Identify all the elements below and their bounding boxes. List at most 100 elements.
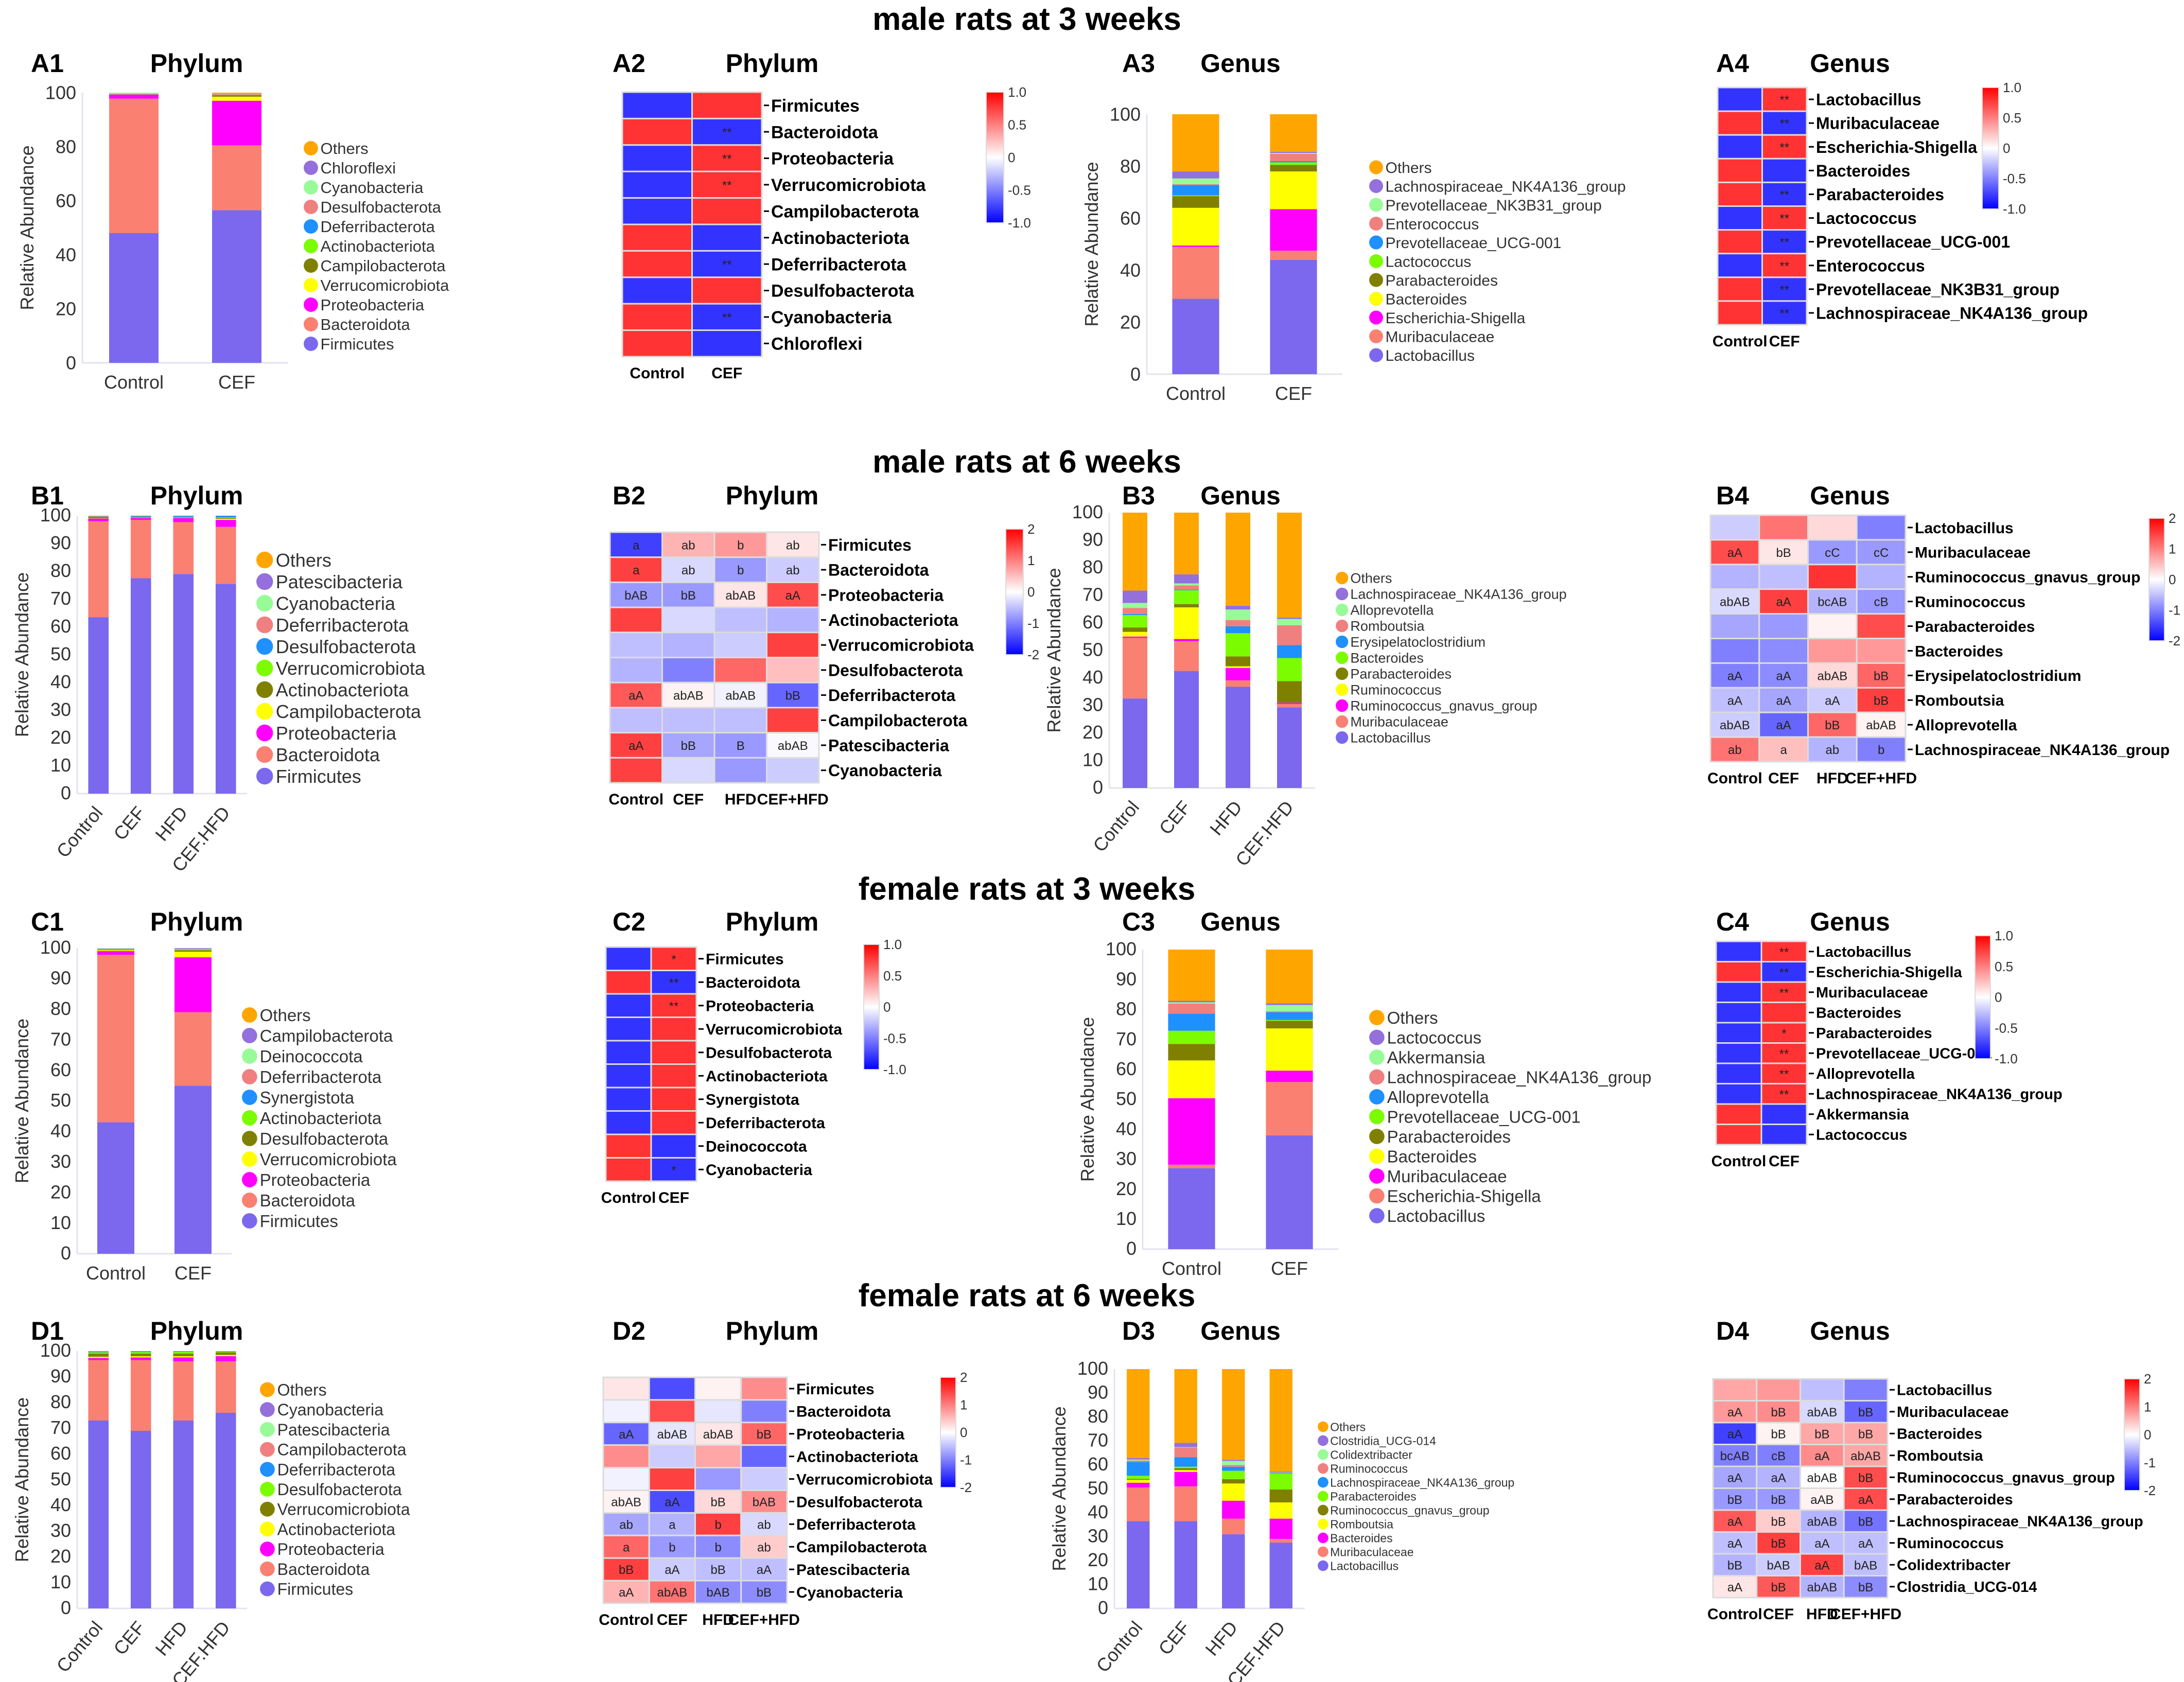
heatmap-cell — [1761, 300, 1808, 326]
heatmap-cell — [1807, 687, 1858, 713]
heatmap-cell — [1715, 961, 1762, 983]
legend-item: Campilobacterota — [260, 1441, 407, 1459]
heatmap-row-label: Deferribacterota — [828, 686, 955, 705]
heatmap-cell — [766, 657, 820, 684]
row-title-male-3-weeks: male rats at 3 weeks — [872, 2, 1181, 37]
colorbar-tick-label: -2 — [960, 1480, 972, 1495]
bar-segment-desulfobacterota — [173, 516, 194, 517]
heatmap-row-label: Ruminococcus — [1897, 1535, 2004, 1552]
y-tick-label: 40 — [50, 671, 71, 692]
legend-label: Chloroflexi — [321, 159, 396, 177]
heatmap-cell — [1758, 514, 1809, 541]
colorbar-tick-label: 1 — [2169, 541, 2176, 557]
bar-segment-bacteroides — [1174, 1471, 1197, 1486]
colorbar-tick-label: 1.0 — [2003, 80, 2021, 95]
legend-label: Others — [1330, 1420, 1366, 1433]
bar-segment-romboutsia — [1174, 585, 1199, 590]
legend-swatch — [242, 1172, 257, 1187]
legend-label: Proteobacteria — [321, 296, 425, 314]
legend-swatch — [304, 180, 318, 195]
legend-item: Bacteroides — [1318, 1531, 1393, 1545]
heatmap-cell — [1717, 300, 1763, 326]
heatmap-row-label: Parabacteroides — [1915, 618, 2035, 635]
heatmap-cell — [766, 732, 820, 759]
heatmap-cell — [694, 1512, 742, 1536]
bar-segment-muribaculaceae — [1127, 1487, 1150, 1521]
significance-mark: bB — [1874, 669, 1889, 683]
bar-segment-others — [1269, 1369, 1292, 1472]
heatmap-cell — [661, 707, 715, 734]
heatmap-cell — [1856, 638, 1907, 664]
colorbar-tick-label: 0 — [2144, 1427, 2151, 1443]
legend-label: Parabacteroides — [1350, 667, 1452, 682]
y-tick-label: 0 — [61, 1242, 71, 1264]
y-tick-label: 40 — [50, 1120, 71, 1142]
bar-segment-parabacteroides — [1174, 604, 1199, 608]
significance-mark: a — [1780, 743, 1787, 757]
panel-a3: A3 Genus 0 20 40 60 80 100 Relative Abundance Con… — [1081, 49, 1626, 404]
y-tick-label: 90 — [1116, 968, 1137, 989]
legend-label: Parabacteroides — [1386, 272, 1498, 289]
legend-item: Bacteroidota — [256, 744, 380, 765]
heatmap-cell — [1715, 1022, 1762, 1044]
legend-label: Lactobacillus — [1386, 347, 1475, 364]
bar-segment-proteobacteria — [212, 100, 261, 146]
heatmap-column-label: CEF — [1769, 1153, 1799, 1170]
legend-item: Others — [260, 1381, 327, 1399]
legend-label: Deinococcota — [260, 1047, 363, 1066]
heatmap-cell — [605, 1017, 652, 1042]
heatmap-cell — [1799, 1400, 1845, 1424]
legend-item: Firmicutes — [260, 1580, 353, 1599]
legend-swatch — [256, 616, 273, 634]
bar-segment-bacteroidota — [173, 522, 194, 574]
heatmap-cell — [1715, 1062, 1762, 1084]
y-tick-label: 100 — [1077, 1358, 1108, 1379]
bar-segment-firmicutes — [88, 617, 109, 794]
legend-item: Romboutsia — [1336, 619, 1425, 634]
y-tick-label: 30 — [50, 699, 71, 720]
y-tick-label: 60 — [1082, 611, 1103, 633]
heatmap-row-label: Patescibacteria — [828, 736, 949, 755]
bar-segment-ruminococcus — [1127, 1460, 1150, 1462]
legend-item: Synergistota — [242, 1088, 355, 1107]
bar-segment-muribaculaceae — [1168, 1098, 1215, 1165]
x-tick-label: CEF — [218, 372, 255, 393]
colorbar-tick-label: -1 — [2144, 1455, 2156, 1470]
heatmap-cell — [1756, 1487, 1801, 1511]
y-tick-label: 20 — [1116, 1178, 1137, 1199]
bar-segment-others — [1174, 513, 1199, 574]
panel-label: D4 — [1716, 1317, 1749, 1345]
significance-mark: bB — [1776, 546, 1791, 560]
bar-segment-actinobacteriota — [97, 949, 134, 950]
bar-segment-firmicutes — [215, 1413, 236, 1608]
heatmap-row-label: Lachnospiraceae_NK4A136_group — [1816, 304, 2088, 322]
significance-mark: ** — [1779, 212, 1789, 226]
heatmap-cell — [609, 657, 663, 684]
y-tick-label: 70 — [50, 1417, 71, 1438]
heatmap-cell — [694, 1444, 742, 1469]
significance-mark: b — [669, 1540, 675, 1554]
bar-segment-verrucomicrobiota — [174, 952, 212, 957]
bar-segment-prevotellaceae-ucg-001 — [1270, 161, 1317, 163]
bar-segment-bacteroides — [1277, 658, 1302, 681]
bar-segment-campilobacterota — [215, 518, 236, 520]
legend-item: Bacteroidota — [242, 1191, 356, 1210]
bar-segment-muribaculaceae — [1222, 1518, 1245, 1534]
heatmap-cell — [1807, 539, 1858, 566]
bar-segment-alloprevotella — [1226, 609, 1250, 620]
heatmap-cell — [650, 1110, 697, 1135]
heatmap-cell — [1709, 638, 1760, 664]
heatmap-cell — [1807, 736, 1858, 763]
bar-segment-bacteroides — [1127, 1482, 1150, 1488]
bar-segment-ruminococcus-gnavus-group — [1269, 1489, 1292, 1503]
bar-segment-alloprevotella — [1266, 1012, 1313, 1020]
bar-segment-synergistota — [174, 949, 212, 950]
y-tick-label: 0 — [66, 353, 76, 374]
legend-label: Akkermansia — [1387, 1048, 1486, 1067]
bar-segment-others — [1172, 114, 1219, 172]
significance-mark: aA — [757, 1563, 772, 1577]
heatmap-column-label: CEF — [1768, 770, 1799, 787]
bar-segment-others — [1226, 513, 1250, 606]
y-tick-label: 90 — [50, 968, 71, 989]
y-tick-label: 80 — [50, 1391, 71, 1412]
